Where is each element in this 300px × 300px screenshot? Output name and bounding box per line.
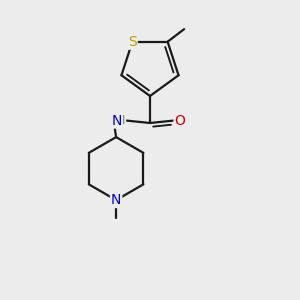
Text: N: N	[112, 114, 122, 128]
Text: H: H	[116, 113, 125, 127]
Text: N: N	[111, 193, 121, 207]
Text: S: S	[128, 35, 137, 49]
Text: O: O	[175, 114, 185, 128]
